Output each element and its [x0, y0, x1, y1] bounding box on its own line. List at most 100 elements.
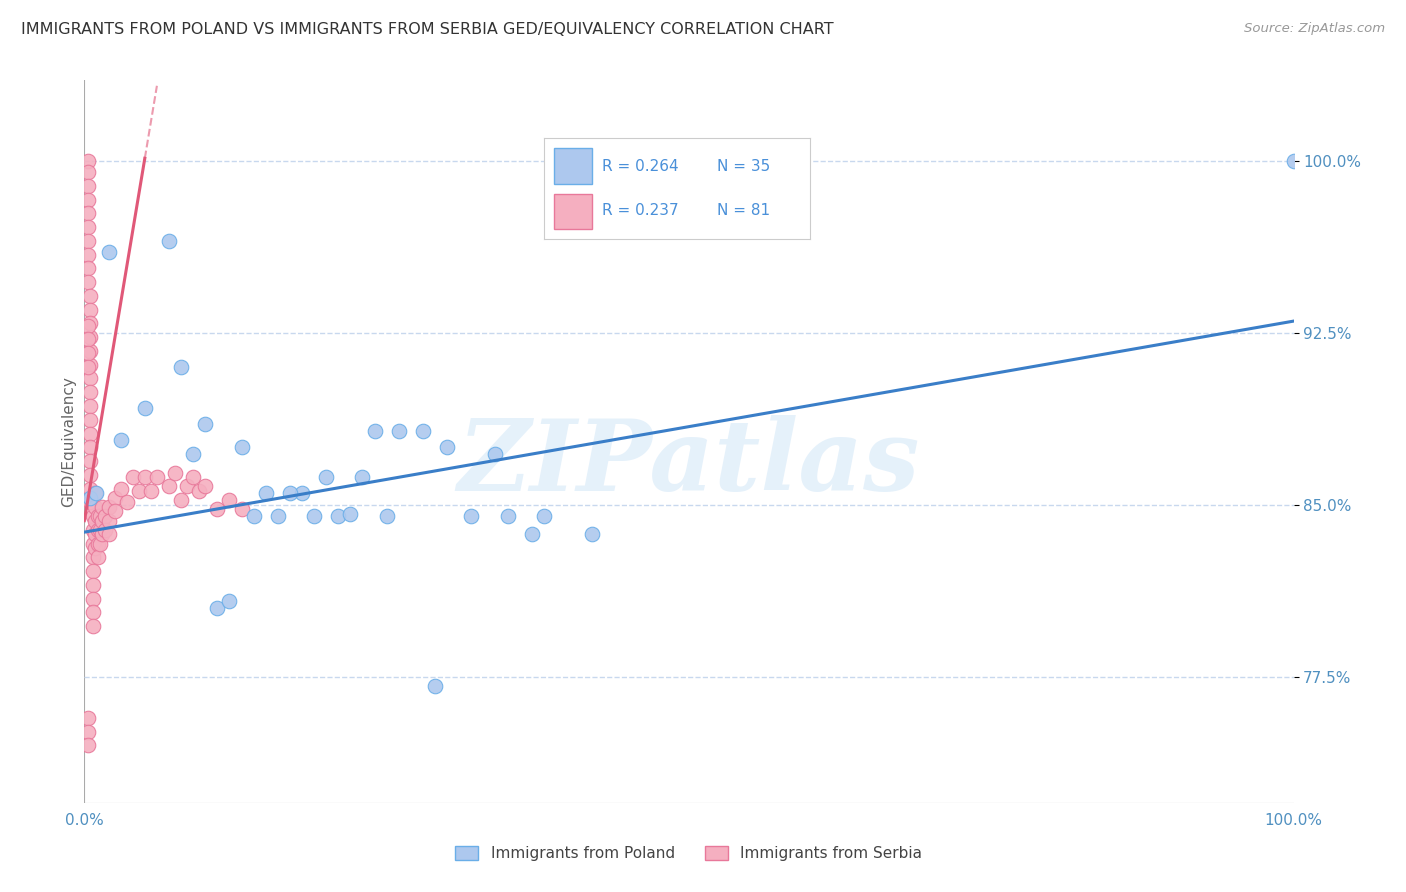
Point	[82, 550, 104, 565]
Bar	[554, 148, 592, 184]
Point	[412, 424, 434, 438]
Point	[533, 509, 555, 524]
Point	[77, 165, 100, 179]
Point	[110, 482, 132, 496]
Point	[291, 486, 314, 500]
Point	[79, 330, 101, 344]
Point	[79, 495, 101, 509]
Point	[218, 594, 240, 608]
Point	[97, 514, 120, 528]
Point	[82, 509, 104, 524]
Point	[77, 275, 100, 289]
Point	[79, 482, 101, 496]
Point	[194, 479, 217, 493]
Text: IMMIGRANTS FROM POLAND VS IMMIGRANTS FROM SERBIA GED/EQUIVALENCY CORRELATION CHA: IMMIGRANTS FROM POLAND VS IMMIGRANTS FRO…	[21, 22, 834, 37]
Point	[82, 591, 104, 606]
Point	[207, 502, 229, 516]
Point	[194, 417, 217, 432]
Point	[77, 318, 100, 333]
Point	[79, 358, 101, 372]
Point	[134, 401, 156, 416]
Point	[328, 509, 350, 524]
Point	[86, 509, 108, 524]
Point	[176, 479, 198, 493]
Bar	[554, 194, 592, 229]
Point	[165, 466, 187, 480]
Point	[77, 247, 100, 261]
Point	[134, 470, 156, 484]
Point	[91, 514, 114, 528]
Point	[128, 483, 150, 498]
Point	[79, 371, 101, 385]
Point	[89, 523, 111, 537]
Legend: Immigrants from Poland, Immigrants from Serbia: Immigrants from Poland, Immigrants from …	[450, 840, 928, 867]
Point	[77, 333, 100, 347]
Point	[84, 500, 107, 514]
Point	[388, 424, 411, 438]
Point	[339, 507, 361, 521]
Point	[89, 509, 111, 524]
Point	[146, 470, 169, 484]
Point	[89, 536, 111, 550]
Point	[352, 470, 374, 484]
Point	[82, 536, 104, 550]
Point	[77, 193, 100, 207]
Text: ZIPatlas: ZIPatlas	[458, 415, 920, 511]
Point	[278, 486, 301, 500]
Point	[460, 509, 482, 524]
Point	[302, 509, 325, 524]
Point	[484, 447, 506, 461]
Point	[82, 606, 104, 620]
Point	[79, 467, 101, 482]
Point	[254, 486, 277, 500]
Point	[84, 541, 107, 556]
Point	[79, 385, 101, 400]
Point	[77, 153, 100, 168]
Text: N = 35: N = 35	[717, 159, 770, 174]
Point	[188, 483, 211, 498]
Point	[267, 509, 290, 524]
Point	[157, 234, 180, 248]
Point	[79, 491, 101, 505]
Point	[79, 302, 101, 317]
Point	[86, 536, 108, 550]
Point	[520, 527, 543, 541]
Point	[77, 739, 100, 753]
Point	[77, 261, 100, 276]
Point	[86, 486, 108, 500]
Point	[82, 523, 104, 537]
Point	[121, 470, 143, 484]
Point	[77, 206, 100, 220]
Text: R = 0.264: R = 0.264	[602, 159, 679, 174]
Point	[207, 600, 229, 615]
Point	[82, 619, 104, 633]
Point	[110, 434, 132, 448]
Point	[94, 523, 117, 537]
Point	[157, 479, 180, 493]
Point	[84, 486, 107, 500]
Point	[77, 711, 100, 725]
Point	[375, 509, 398, 524]
Point	[1282, 153, 1305, 168]
Point	[363, 424, 385, 438]
Point	[218, 493, 240, 508]
Point	[315, 470, 337, 484]
Point	[91, 500, 114, 514]
Point	[86, 550, 108, 565]
Point	[231, 440, 253, 454]
Point	[77, 724, 100, 739]
Text: N = 81: N = 81	[717, 203, 770, 219]
Point	[84, 527, 107, 541]
Point	[436, 440, 458, 454]
Point	[79, 289, 101, 303]
Text: R = 0.237: R = 0.237	[602, 203, 679, 219]
Point	[104, 504, 127, 518]
Point	[581, 527, 603, 541]
Point	[77, 178, 100, 193]
Text: Source: ZipAtlas.com: Source: ZipAtlas.com	[1244, 22, 1385, 36]
Point	[79, 343, 101, 358]
Point	[104, 491, 127, 505]
Point	[82, 564, 104, 578]
Point	[79, 454, 101, 468]
Point	[115, 495, 138, 509]
